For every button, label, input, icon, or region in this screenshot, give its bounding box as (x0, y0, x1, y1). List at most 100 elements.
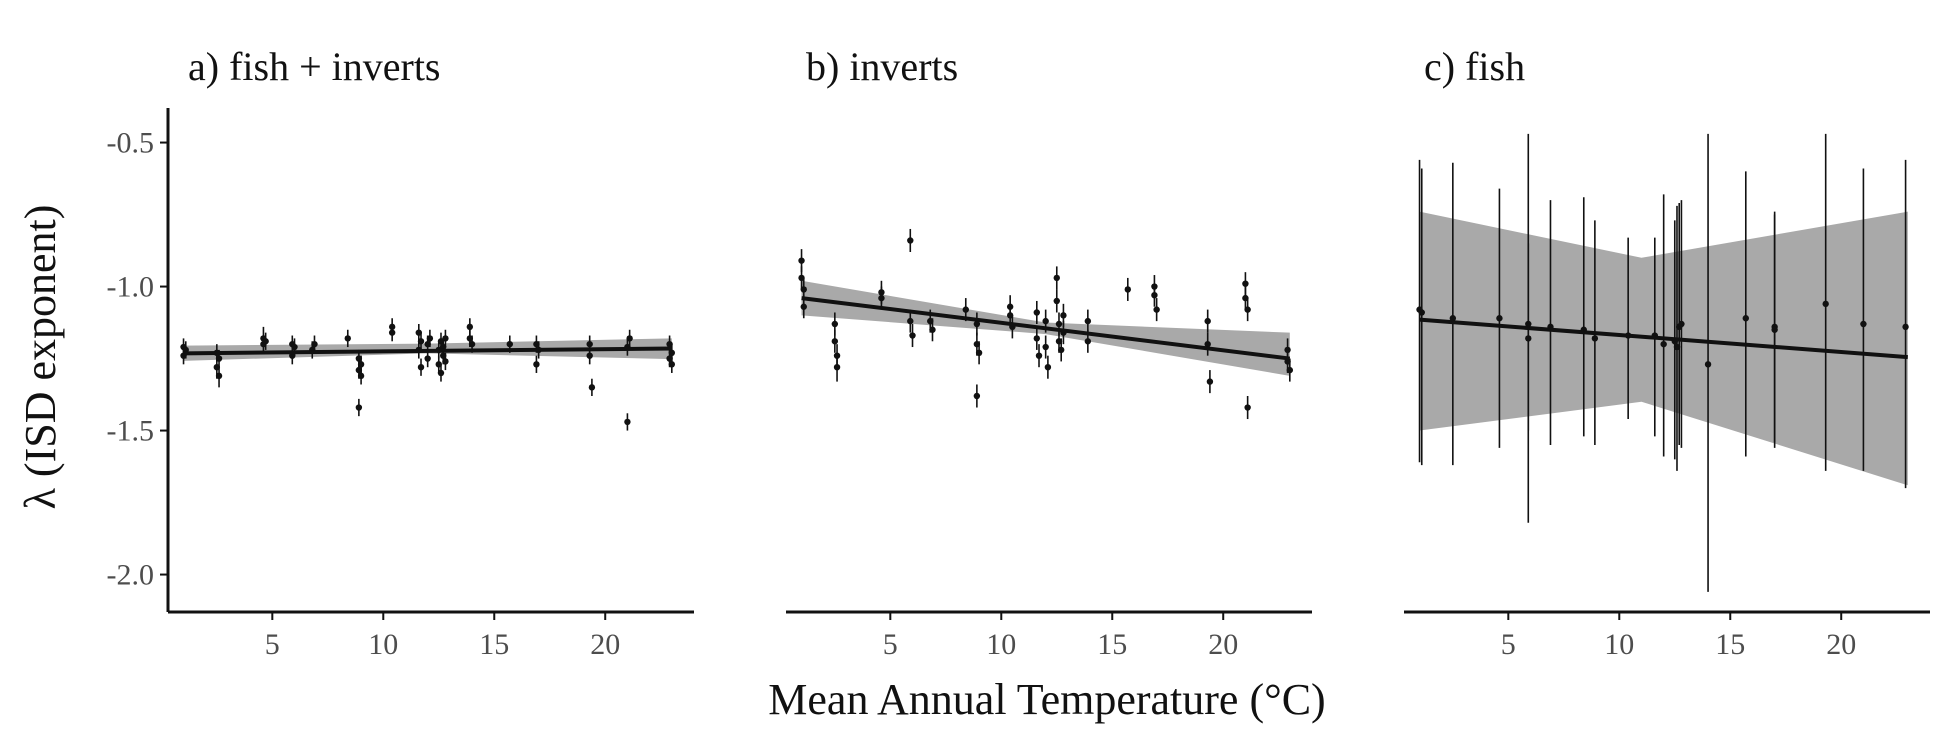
data-point (1151, 292, 1158, 299)
data-point (1058, 346, 1065, 354)
data-point (424, 355, 431, 362)
data-point (626, 335, 633, 342)
x-tick-label: 5 (883, 628, 898, 661)
data-point (437, 369, 445, 377)
data-point (1525, 320, 1532, 328)
data-point (833, 364, 841, 371)
data-point (1084, 317, 1092, 325)
x-tick-label: 15 (1715, 628, 1745, 661)
panel-title: a) fish + inverts (188, 44, 441, 89)
data-point (1742, 315, 1749, 322)
panel-title: c) fish (1424, 44, 1525, 89)
data-point (1242, 280, 1249, 287)
data-point (215, 372, 223, 380)
data-point (1006, 312, 1014, 319)
data-point (468, 340, 476, 348)
data-point (1244, 306, 1251, 313)
data-point (1204, 317, 1211, 325)
data-point (466, 323, 474, 331)
regression-line (801, 296, 1291, 361)
data-point (833, 352, 841, 359)
data-point (798, 274, 805, 282)
data-point (1055, 338, 1063, 345)
data-point (388, 323, 396, 331)
x-tick-label: 5 (1501, 628, 1516, 661)
data-point (533, 340, 540, 348)
data-point (442, 358, 449, 365)
data-point (1244, 404, 1251, 411)
x-tick-label: 10 (368, 628, 398, 661)
data-point (907, 237, 914, 244)
data-point (442, 335, 449, 342)
data-point (1902, 323, 1909, 331)
data-point (355, 355, 363, 362)
data-point (417, 364, 425, 371)
data-point (388, 329, 396, 336)
data-point (1660, 340, 1667, 348)
data-point (1044, 364, 1052, 371)
y-tick-label: -2.0 (107, 559, 155, 592)
data-point (1055, 320, 1063, 328)
data-point (533, 361, 540, 368)
data-point (311, 340, 318, 348)
y-axis-title: λ (ISD exponent) (16, 205, 65, 510)
data-point (415, 329, 422, 336)
data-point (1496, 315, 1503, 322)
data-point (1525, 335, 1532, 342)
x-tick-label: 20 (590, 628, 620, 661)
data-point (878, 289, 885, 296)
data-point (1124, 286, 1131, 293)
data-point (440, 352, 447, 359)
data-point (357, 372, 365, 380)
data-point (357, 361, 365, 368)
regression-line (1419, 317, 1908, 360)
data-point (927, 317, 934, 325)
x-tick-label: 20 (1826, 628, 1856, 661)
data-point (798, 257, 805, 264)
data-point (1673, 343, 1681, 351)
panel-title: b) inverts (806, 44, 958, 89)
data-point (666, 355, 673, 362)
data-point (417, 338, 425, 345)
x-tick-label: 5 (265, 628, 280, 661)
data-point (831, 338, 839, 345)
data-point (1042, 343, 1049, 351)
data-point (1418, 309, 1425, 316)
y-tick-label: -0.5 (107, 127, 155, 160)
y-tick-label: -1.5 (107, 415, 155, 448)
data-point (962, 306, 969, 313)
data-point (929, 326, 936, 333)
data-point (831, 320, 839, 328)
data-point (355, 366, 363, 374)
data-point (506, 340, 513, 348)
data-point (1151, 283, 1158, 290)
x-axis-title: Mean Annual Temperature (°C) (768, 675, 1325, 724)
data-point (344, 335, 351, 342)
x-tick-label: 15 (479, 628, 509, 661)
data-point (909, 332, 916, 339)
data-point (440, 343, 447, 351)
data-point (1033, 335, 1040, 342)
data-point (1678, 320, 1685, 328)
panel-fish-inverts: a) fish + inverts 5 10 15 20 -0.5 -1.0 -1.5 -2.… (107, 44, 694, 661)
data-point (466, 335, 474, 342)
data-point (213, 364, 221, 371)
data-point (666, 340, 673, 348)
data-point (1204, 340, 1211, 348)
data-point (435, 361, 442, 368)
data-point (215, 355, 223, 362)
data-point (1860, 320, 1867, 328)
data-point (1084, 338, 1092, 345)
data-point (878, 294, 885, 302)
data-point (586, 352, 593, 359)
data-point (975, 349, 983, 356)
data-point (426, 335, 434, 342)
y-tick-label: -1.0 (107, 271, 155, 304)
data-point (1242, 294, 1249, 302)
data-point (1206, 378, 1214, 385)
data-point (1771, 326, 1778, 333)
data-point (1153, 306, 1160, 313)
data-point (291, 343, 298, 351)
data-point (668, 349, 676, 356)
data-point (262, 338, 269, 345)
